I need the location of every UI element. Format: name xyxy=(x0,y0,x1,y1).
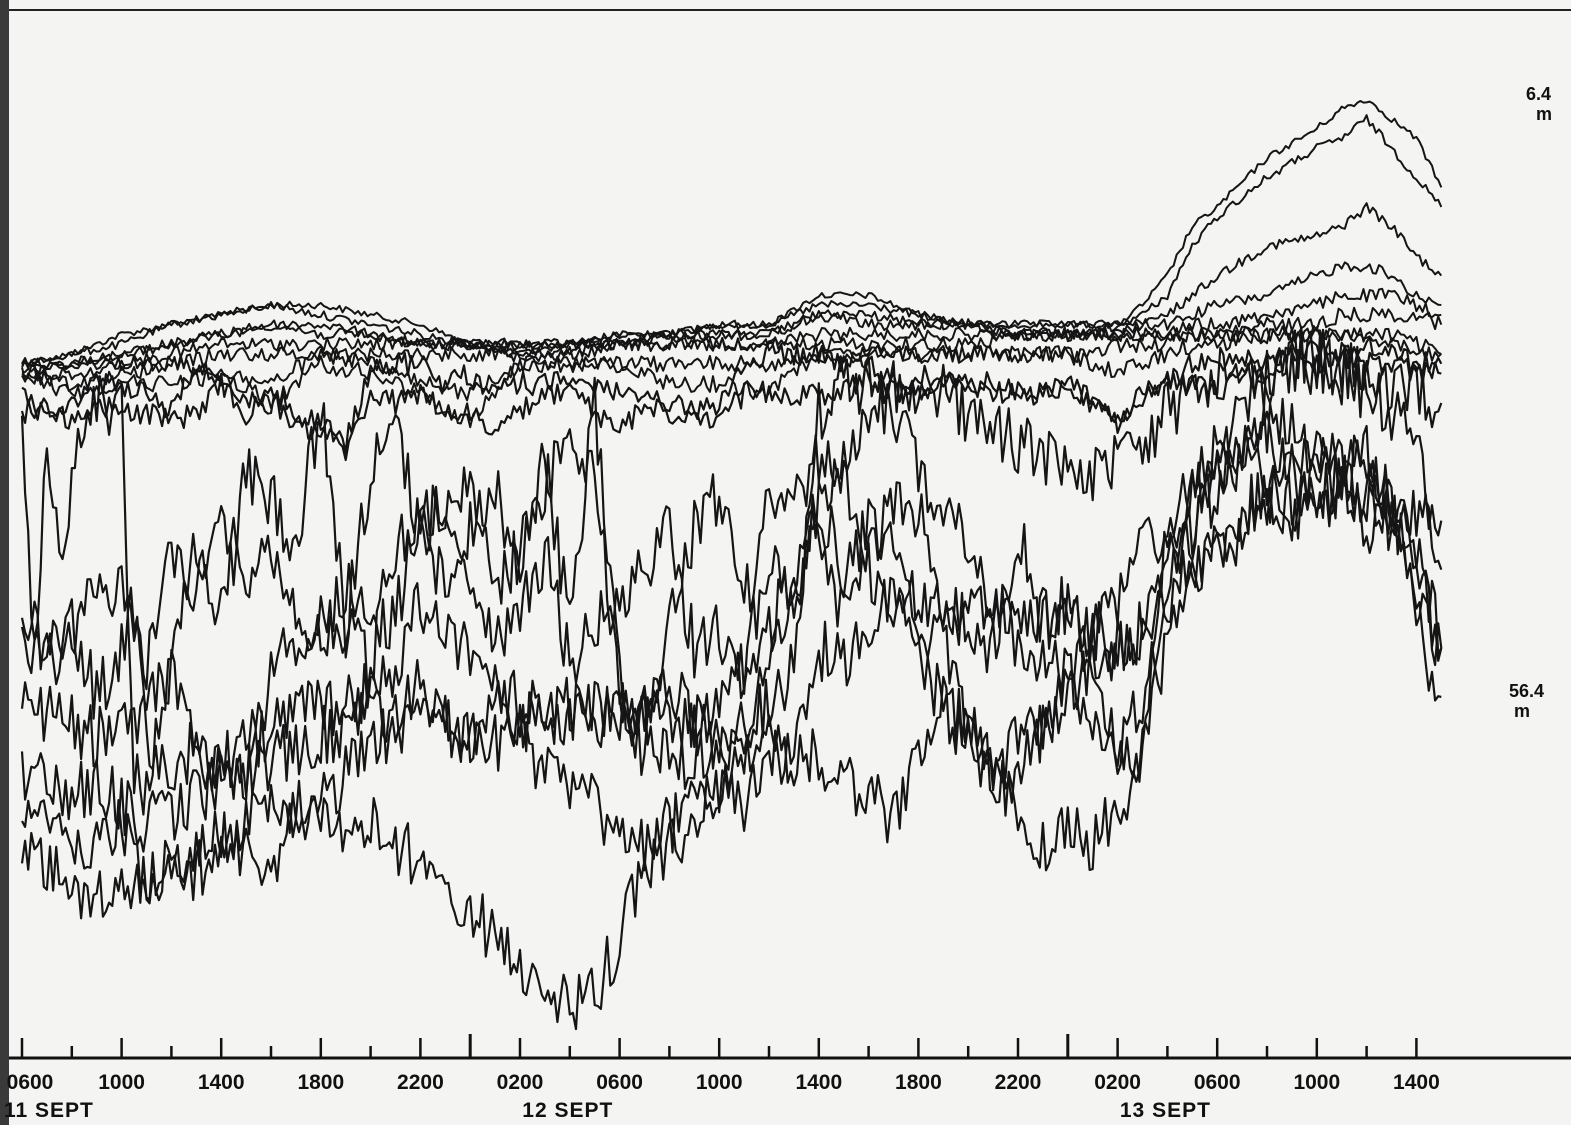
trace-line-16 xyxy=(20,397,1443,804)
date-label: 13 SEPT xyxy=(1120,1099,1211,1122)
x-tick-label: 1000 xyxy=(696,1071,743,1094)
trace-line-10 xyxy=(21,336,1443,454)
trace-group xyxy=(20,100,1443,1031)
x-axis xyxy=(9,1034,1571,1060)
x-tick-label: 0600 xyxy=(1194,1071,1241,1094)
x-tick-label: 1800 xyxy=(297,1071,344,1094)
x-tick-label: 1400 xyxy=(198,1071,245,1094)
trace-line-2 xyxy=(21,114,1443,368)
bottom-depth-value: 56.4 xyxy=(1509,681,1544,701)
x-tick-label: 0600 xyxy=(7,1071,54,1094)
x-tick-label: 1000 xyxy=(1293,1071,1340,1094)
trace-line-17 xyxy=(20,462,1443,1031)
x-tick-label: 1400 xyxy=(795,1071,842,1094)
date-label: 11 SEPT xyxy=(4,1099,94,1122)
x-tick-label: 1000 xyxy=(98,1071,145,1094)
x-tick-label: 1400 xyxy=(1393,1071,1440,1094)
top-depth-value: 6.4 xyxy=(1526,84,1551,104)
x-tick-label: 0200 xyxy=(1094,1071,1141,1094)
top-depth-unit: m xyxy=(1536,104,1552,124)
trace-line-14 xyxy=(20,335,1443,853)
x-tick-label: 1800 xyxy=(895,1071,942,1094)
trace-line-1 xyxy=(21,100,1443,367)
trace-line-5 xyxy=(21,287,1442,378)
trace-line-8 xyxy=(21,325,1442,429)
scan-edge xyxy=(0,0,9,1125)
bottom-depth-unit: m xyxy=(1514,701,1530,721)
x-tick-label: 2200 xyxy=(995,1071,1042,1094)
trace-line-4 xyxy=(21,261,1442,370)
x-tick-label: 0600 xyxy=(596,1071,643,1094)
date-label: 12 SEPT xyxy=(522,1099,613,1122)
trace-line-7 xyxy=(21,325,1442,402)
label-group: 6.4 m 56.4 m 0600 1000 1400 1800 2200 0200 060… xyxy=(4,84,1552,1122)
x-tick-label: 2200 xyxy=(397,1071,444,1094)
x-tick-label: 0200 xyxy=(497,1071,544,1094)
